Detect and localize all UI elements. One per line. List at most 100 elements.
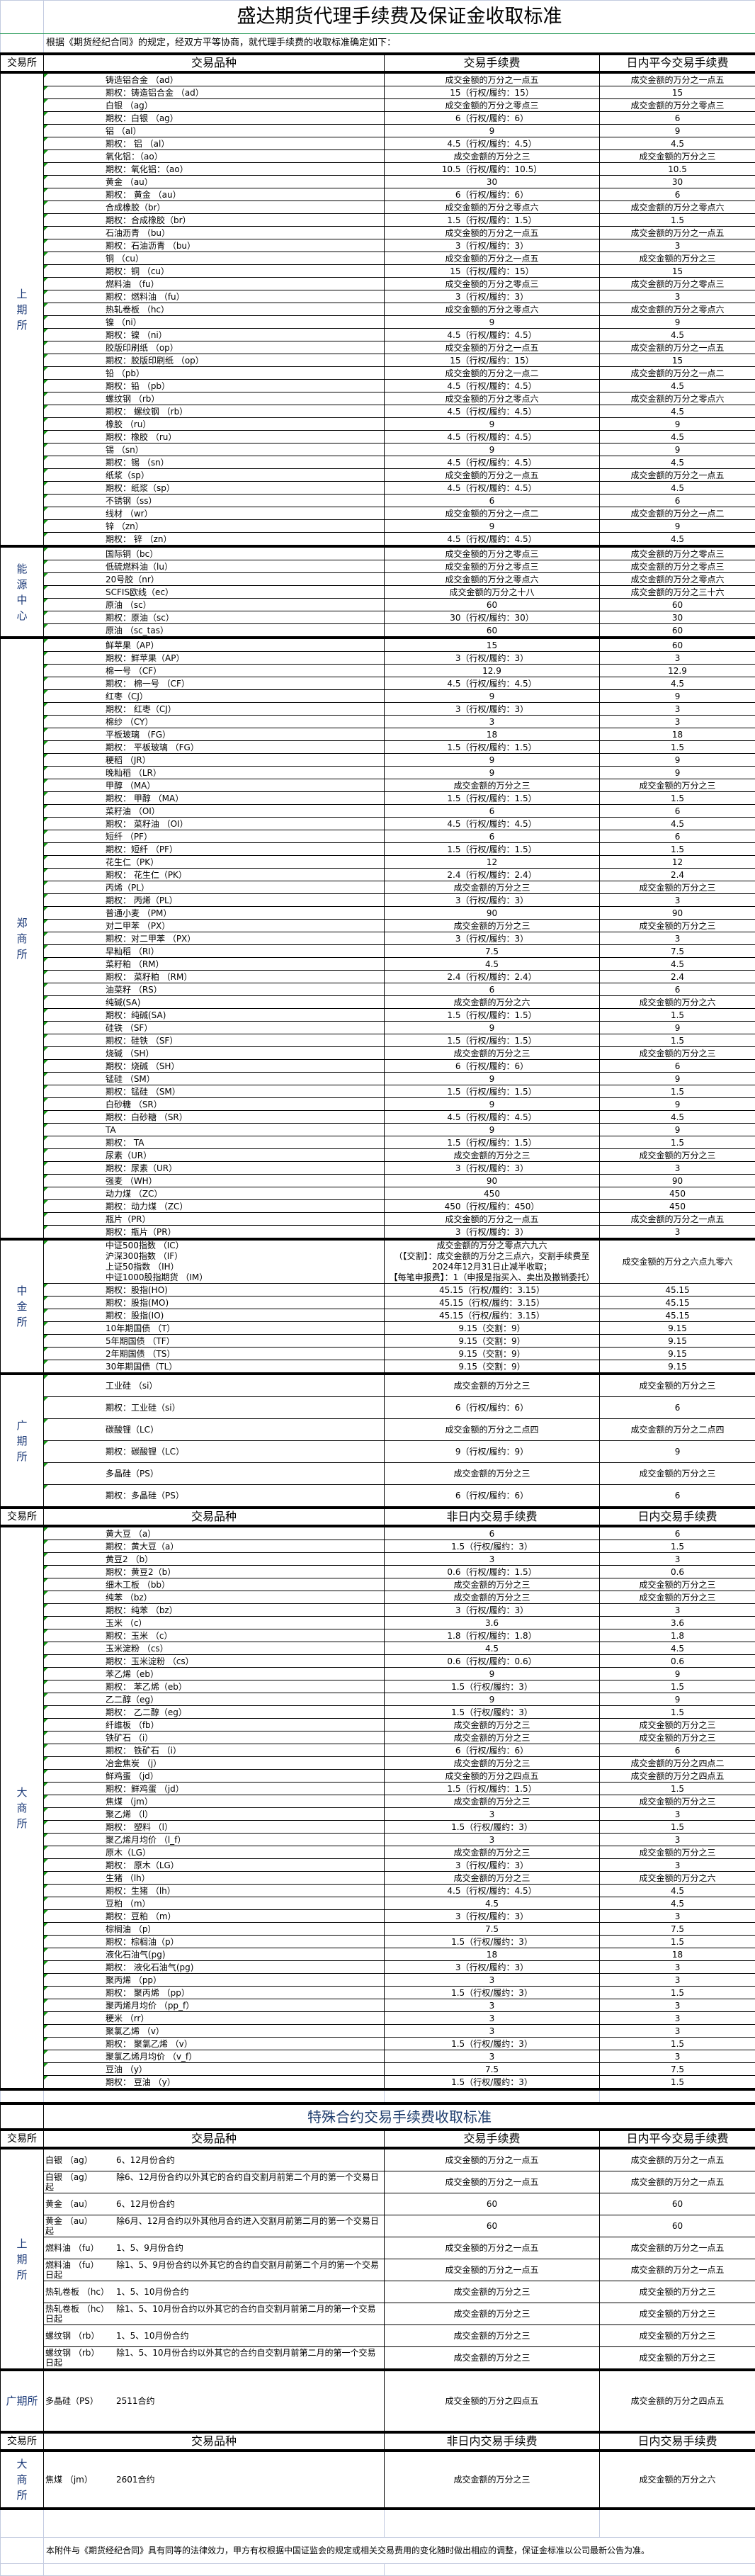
product-cell: 晚籼稻 （LR） bbox=[44, 767, 385, 779]
product-cell: 期权：橡胶 （ru） bbox=[44, 431, 385, 444]
product-cell: 多晶硅（PS） bbox=[44, 1463, 385, 1485]
intraday-fee-cell: 9.15 bbox=[600, 1360, 755, 1374]
product-cell: 期权：黄豆2（b） bbox=[44, 1566, 385, 1578]
table-row: 期权：动力煤 （ZC）450（行权/履约：450）450 bbox=[1, 1200, 755, 1213]
product-cell: TA bbox=[44, 1124, 385, 1136]
intraday-fee-cell: 9.15 bbox=[600, 1348, 755, 1360]
fee-cell: 3 bbox=[385, 716, 600, 728]
intraday-fee-cell: 成交金额的万分之三 bbox=[600, 779, 755, 792]
product-cell: 油菜籽 （RS） bbox=[44, 983, 385, 996]
table-row: 线材 （wr）成交金额的万分之一点二成交金额的万分之一点二 bbox=[1, 507, 755, 520]
intraday-fee-cell: 0.6 bbox=[600, 1655, 755, 1668]
intraday-fee-cell: 成交金额的万分之零点三 bbox=[600, 560, 755, 573]
fee-cell: 4.5（行权/履约：4.5） bbox=[385, 818, 600, 830]
intraday-fee-cell: 成交金额的万分之三 bbox=[600, 252, 755, 265]
fee-cell: 6 bbox=[385, 1526, 600, 1540]
table-row: 期权： 聚氯乙烯 （v）1.5（行权/履约：3）1.5 bbox=[1, 2038, 755, 2050]
fee-cell: 成交金额的万分之三 bbox=[385, 779, 600, 792]
intraday-fee-cell: 45.15 bbox=[600, 1297, 755, 1309]
header-fee: 非日内交易手续费 bbox=[385, 1508, 600, 1526]
fee-cell: 成交金额的万分之零点六 bbox=[385, 201, 600, 214]
intraday-fee-cell: 成交金额的万分之六 bbox=[600, 1872, 755, 1885]
header-exchange: 交易所 bbox=[1, 1508, 44, 1526]
table-row: 期权：多晶硅（PS）6（行权/履约：6）6 bbox=[1, 1485, 755, 1508]
intraday-fee-cell: 3 bbox=[600, 716, 755, 728]
product-cell: 热轧卷板 （hc） bbox=[44, 303, 385, 316]
intraday-fee-cell: 1.5 bbox=[600, 1034, 755, 1047]
fee-cell: 7.5 bbox=[385, 1923, 600, 1936]
intraday-fee-cell: 9 bbox=[600, 125, 755, 137]
fee-cell: 3（行权/履约：3） bbox=[385, 932, 600, 945]
fee-cell: 成交金额的万分之一点五 bbox=[385, 2237, 600, 2259]
fee-cell: 成交金额的万分之三 bbox=[385, 1757, 600, 1770]
intraday-fee-cell: 成交金额的万分之三 bbox=[600, 1578, 755, 1591]
product-name: 焦煤 （jm） bbox=[45, 2475, 116, 2485]
contract-scope: 6、12月份合约 bbox=[116, 2199, 175, 2209]
product-cell: 棕榈油 （p） bbox=[44, 1923, 385, 1936]
table-row: 白银 （ag）成交金额的万分之零点三成交金额的万分之零点三 bbox=[1, 99, 755, 112]
fee-cell: 成交金额的万分之三 bbox=[385, 1149, 600, 1162]
spacer-row bbox=[1, 2089, 755, 2103]
intraday-fee-cell: 成交金额的万分之一点五 bbox=[600, 341, 755, 354]
product-cell: 不锈钢（ss） bbox=[44, 495, 385, 507]
header-intraday: 日内平今交易手续费 bbox=[600, 2130, 755, 2148]
blank-cell bbox=[385, 2509, 600, 2538]
intraday-fee-cell: 成交金额的万分之三 bbox=[600, 1591, 755, 1604]
exchange-label: 中金所 bbox=[1, 1239, 44, 1374]
intraday-fee-cell: 4.5 bbox=[600, 405, 755, 418]
intraday-fee-cell: 6 bbox=[600, 1485, 755, 1508]
fee-cell: 3（行权/履约：3） bbox=[385, 1226, 600, 1240]
table-row: 石油沥青 （bu）成交金额的万分之一点五成交金额的万分之一点五 bbox=[1, 227, 755, 239]
product-cell: 期权：生猪 （lh） bbox=[44, 1885, 385, 1897]
fee-cell: 12.9 bbox=[385, 665, 600, 677]
product-cell: 鲜苹果（AP） bbox=[44, 638, 385, 652]
intraday-fee-cell: 1.5 bbox=[600, 1987, 755, 1999]
fee-cell: 1.5（行权/履约：3） bbox=[385, 1821, 600, 1834]
fee-cell: 3（行权/履约：3） bbox=[385, 1859, 600, 1872]
product-cell: 对二甲苯 （PX） bbox=[44, 920, 385, 932]
product-cell: 期权： TA bbox=[44, 1136, 385, 1149]
product-cell: 液化石油气(pg) bbox=[44, 1948, 385, 1961]
intraday-fee-cell: 9 bbox=[600, 316, 755, 329]
intraday-fee-cell: 成交金额的万分之一点五 bbox=[600, 72, 755, 86]
table-row: 期权： 红枣（CJ）3（行权/履约：3）3 bbox=[1, 703, 755, 716]
fee-cell: 4.5（行权/履约：4.5） bbox=[385, 137, 600, 150]
fee-cell: 6（行权/履约：6） bbox=[385, 1397, 600, 1419]
blank-cell bbox=[385, 2089, 600, 2103]
header-fee: 非日内交易手续费 bbox=[385, 2432, 600, 2451]
product-cell: 聚乙烯 （l） bbox=[44, 1808, 385, 1821]
product-name: 上证50指数 （IH） bbox=[106, 1262, 384, 1272]
intraday-fee-cell: 成交金额的万分之三 bbox=[600, 920, 755, 932]
table-row: 2年期国债 （TS）9.15（交割：9）9.15 bbox=[1, 1348, 755, 1360]
intraday-fee-cell: 9 bbox=[600, 754, 755, 767]
product-cell: 期权： 乙二醇（eg） bbox=[44, 1706, 385, 1719]
fee-cell: 18 bbox=[385, 1948, 600, 1961]
fee-cell: 成交金额的万分之一点五 bbox=[385, 469, 600, 482]
product-cell: 30年期国债（TL） bbox=[44, 1360, 385, 1374]
fee-cell: 3 bbox=[385, 1808, 600, 1821]
special-row: 热轧卷板 （hc）1、5、10月份合约成交金额的万分之三成交金额的万分之三 bbox=[1, 2281, 755, 2303]
table-row: 期权：玉米 （c）1.8（行权/履约：1.8）1.8 bbox=[1, 1629, 755, 1642]
fee-cell: 3 bbox=[385, 1999, 600, 2012]
fee-cell: 1.5（行权/履约：3） bbox=[385, 1987, 600, 1999]
table-row: 细木工板 （bb）成交金额的万分之三成交金额的万分之三 bbox=[1, 1578, 755, 1591]
product-cell: 线材 （wr） bbox=[44, 507, 385, 520]
intraday-fee-cell: 60 bbox=[600, 599, 755, 611]
table-row: 期权：工业硅（si）6（行权/履约：6）6 bbox=[1, 1397, 755, 1419]
intraday-fee-cell: 9 bbox=[600, 418, 755, 431]
fee-cell: 成交金额的万分之一点二 bbox=[385, 507, 600, 520]
product-cell: 期权：工业硅（si） bbox=[44, 1397, 385, 1419]
intraday-fee-cell: 1.5 bbox=[600, 843, 755, 856]
product-cell: 聚氯乙烯月均价 （v_f） bbox=[44, 2050, 385, 2063]
product-cell: 期权：纯苯 （bz） bbox=[44, 1604, 385, 1617]
intraday-fee-cell: 6 bbox=[600, 805, 755, 818]
